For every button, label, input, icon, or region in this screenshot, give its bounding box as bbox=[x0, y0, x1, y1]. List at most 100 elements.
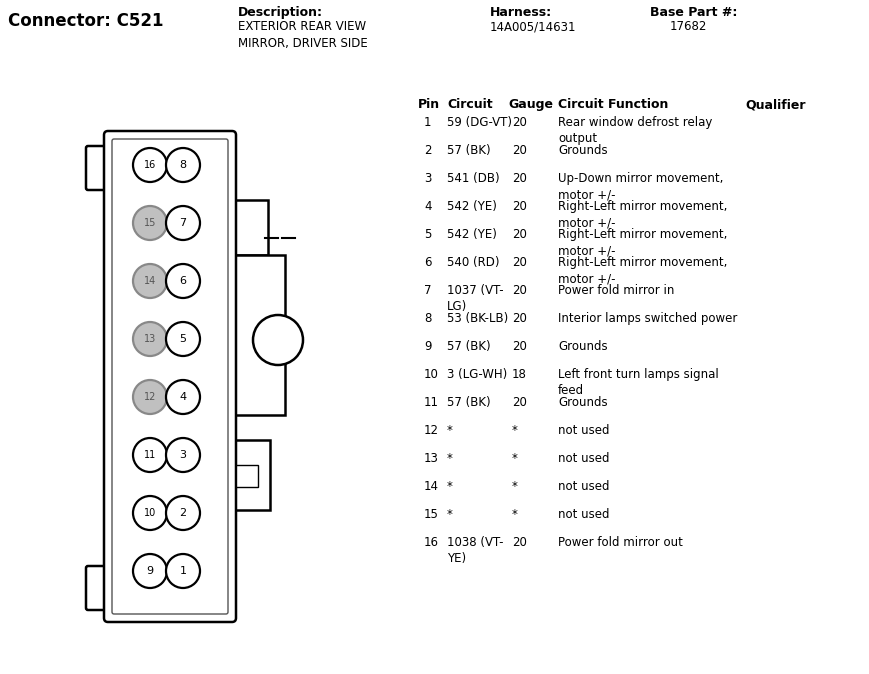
Circle shape bbox=[166, 380, 200, 414]
Text: 6: 6 bbox=[424, 256, 432, 269]
Text: 57 (BK): 57 (BK) bbox=[447, 340, 491, 353]
Text: 14: 14 bbox=[424, 480, 439, 493]
Bar bbox=[228, 200, 268, 255]
Bar bbox=[228, 440, 270, 510]
Text: 3: 3 bbox=[424, 172, 431, 185]
Text: 4: 4 bbox=[179, 392, 187, 402]
Text: 12: 12 bbox=[424, 424, 439, 437]
Text: Qualifier: Qualifier bbox=[745, 98, 806, 111]
Circle shape bbox=[166, 438, 200, 472]
Text: not used: not used bbox=[558, 452, 609, 465]
Circle shape bbox=[166, 496, 200, 530]
Text: 11: 11 bbox=[144, 450, 156, 460]
Text: Right-Left mirror movement,
motor +/-: Right-Left mirror movement, motor +/- bbox=[558, 200, 727, 229]
Text: 5: 5 bbox=[180, 334, 187, 344]
Text: 20: 20 bbox=[512, 200, 527, 213]
Text: 10: 10 bbox=[424, 368, 439, 381]
Text: 542 (YE): 542 (YE) bbox=[447, 228, 497, 241]
FancyBboxPatch shape bbox=[86, 566, 114, 610]
Text: EXTERIOR REAR VIEW
MIRROR, DRIVER SIDE: EXTERIOR REAR VIEW MIRROR, DRIVER SIDE bbox=[238, 20, 368, 50]
Text: 17682: 17682 bbox=[670, 20, 707, 33]
Text: 5: 5 bbox=[424, 228, 431, 241]
Text: Circuit: Circuit bbox=[447, 98, 493, 111]
Text: 1: 1 bbox=[180, 566, 187, 576]
Text: 9: 9 bbox=[147, 566, 154, 576]
Bar bbox=[228, 255, 285, 415]
Text: 3 (LG-WH): 3 (LG-WH) bbox=[447, 368, 507, 381]
Text: 59 (DG-VT): 59 (DG-VT) bbox=[447, 116, 512, 129]
Text: Right-Left mirror movement,
motor +/-: Right-Left mirror movement, motor +/- bbox=[558, 256, 727, 285]
Circle shape bbox=[133, 554, 167, 588]
Text: 20: 20 bbox=[512, 228, 527, 241]
Text: 20: 20 bbox=[512, 284, 527, 297]
Text: 3: 3 bbox=[180, 450, 187, 460]
Circle shape bbox=[133, 496, 167, 530]
Text: not used: not used bbox=[558, 508, 609, 521]
Text: 541 (DB): 541 (DB) bbox=[447, 172, 500, 185]
Text: 20: 20 bbox=[512, 312, 527, 325]
Text: *: * bbox=[447, 480, 453, 493]
Text: Harness:: Harness: bbox=[490, 6, 552, 19]
Text: 1037 (VT-
LG): 1037 (VT- LG) bbox=[447, 284, 504, 313]
Text: 7: 7 bbox=[424, 284, 432, 297]
Text: Grounds: Grounds bbox=[558, 144, 607, 157]
Text: *: * bbox=[512, 508, 518, 521]
Text: 20: 20 bbox=[512, 340, 527, 353]
Text: 57 (BK): 57 (BK) bbox=[447, 396, 491, 409]
Text: Left front turn lamps signal
feed: Left front turn lamps signal feed bbox=[558, 368, 719, 397]
Text: 13: 13 bbox=[144, 334, 156, 344]
Circle shape bbox=[166, 206, 200, 240]
Circle shape bbox=[133, 264, 167, 298]
Text: 2: 2 bbox=[179, 508, 187, 518]
FancyBboxPatch shape bbox=[86, 146, 114, 190]
Text: not used: not used bbox=[558, 480, 609, 493]
Text: 53 (BK-LB): 53 (BK-LB) bbox=[447, 312, 508, 325]
Text: 1: 1 bbox=[424, 116, 432, 129]
Text: Power fold mirror in: Power fold mirror in bbox=[558, 284, 674, 297]
Text: Right-Left mirror movement,
motor +/-: Right-Left mirror movement, motor +/- bbox=[558, 228, 727, 257]
Text: 540 (RD): 540 (RD) bbox=[447, 256, 500, 269]
Circle shape bbox=[253, 315, 303, 365]
Circle shape bbox=[166, 554, 200, 588]
Text: *: * bbox=[447, 424, 453, 437]
Bar bbox=[236, 465, 258, 487]
Text: 57 (BK): 57 (BK) bbox=[447, 144, 491, 157]
Text: 11: 11 bbox=[424, 396, 439, 409]
Text: 7: 7 bbox=[179, 218, 187, 228]
Text: Description:: Description: bbox=[238, 6, 323, 19]
Text: 8: 8 bbox=[179, 160, 187, 170]
Text: 10: 10 bbox=[144, 508, 156, 518]
Text: 15: 15 bbox=[424, 508, 439, 521]
Text: Interior lamps switched power: Interior lamps switched power bbox=[558, 312, 738, 325]
Text: 6: 6 bbox=[180, 276, 187, 286]
Text: *: * bbox=[447, 452, 453, 465]
Text: 1038 (VT-
YE): 1038 (VT- YE) bbox=[447, 536, 503, 565]
Text: 18: 18 bbox=[512, 368, 527, 381]
Text: 542 (YE): 542 (YE) bbox=[447, 200, 497, 213]
Text: Gauge: Gauge bbox=[508, 98, 553, 111]
Text: 20: 20 bbox=[512, 536, 527, 549]
Circle shape bbox=[166, 264, 200, 298]
Text: 16: 16 bbox=[144, 160, 156, 170]
Circle shape bbox=[133, 380, 167, 414]
Text: 15: 15 bbox=[143, 218, 156, 228]
Text: 13: 13 bbox=[424, 452, 439, 465]
Text: 20: 20 bbox=[512, 256, 527, 269]
Text: 16: 16 bbox=[424, 536, 439, 549]
Text: 2: 2 bbox=[424, 144, 432, 157]
Text: 12: 12 bbox=[143, 392, 156, 402]
Text: *: * bbox=[447, 508, 453, 521]
Text: Connector: C521: Connector: C521 bbox=[8, 12, 163, 30]
Circle shape bbox=[133, 206, 167, 240]
Text: 8: 8 bbox=[424, 312, 431, 325]
Circle shape bbox=[166, 322, 200, 356]
Text: not used: not used bbox=[558, 424, 609, 437]
Text: 4: 4 bbox=[424, 200, 432, 213]
Text: Power fold mirror out: Power fold mirror out bbox=[558, 536, 683, 549]
Circle shape bbox=[166, 148, 200, 182]
FancyBboxPatch shape bbox=[104, 131, 236, 622]
Text: 20: 20 bbox=[512, 144, 527, 157]
Circle shape bbox=[133, 322, 167, 356]
Text: *: * bbox=[512, 452, 518, 465]
Text: 20: 20 bbox=[512, 172, 527, 185]
